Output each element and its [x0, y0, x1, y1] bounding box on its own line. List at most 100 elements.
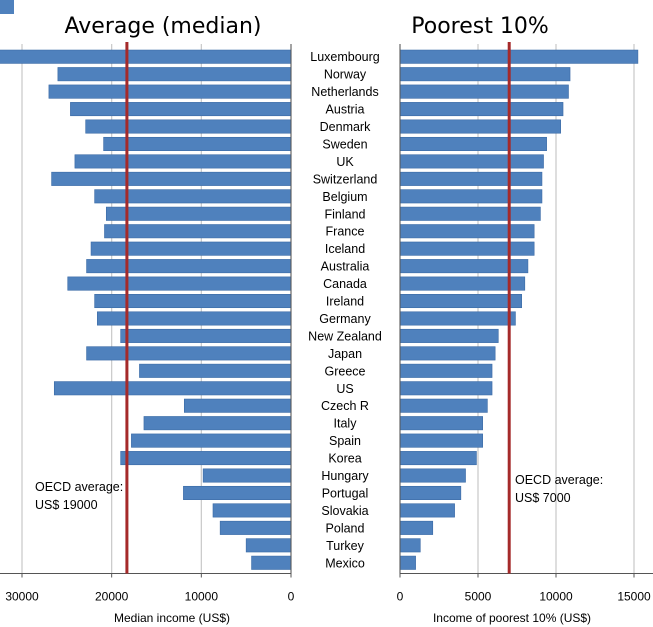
- left-bar-luxembourg: [0, 49, 292, 64]
- left-bar-france: [104, 224, 292, 239]
- right-bar-belgium: [399, 189, 543, 204]
- category-label: Luxembourg: [310, 50, 380, 64]
- category-label: Germany: [319, 312, 371, 326]
- right-bar-germany: [399, 311, 516, 326]
- left-average-annotation-line1: OECD average:: [35, 480, 123, 494]
- right-x-tick-label: 0: [397, 590, 404, 604]
- right-bar-korea: [399, 451, 477, 466]
- category-label: US: [336, 382, 353, 396]
- right-bar-czech-r: [399, 398, 488, 413]
- category-label: Belgium: [322, 190, 367, 204]
- left-panel-title: Average (median): [65, 14, 262, 39]
- left-average-annotation-line2: US$ 19000: [35, 498, 98, 512]
- right-bar-italy: [399, 416, 483, 431]
- left-bar-ireland: [94, 294, 292, 309]
- category-label: Italy: [334, 417, 358, 431]
- category-label: Australia: [321, 260, 370, 274]
- right-x-tick-label: 10000: [539, 590, 573, 604]
- category-label: Iceland: [325, 242, 365, 256]
- category-label: Poland: [326, 521, 365, 535]
- right-bar-austria: [399, 102, 564, 117]
- left-bar-sweden: [103, 136, 292, 151]
- right-bar-spain: [399, 433, 483, 448]
- category-label: Netherlands: [311, 85, 378, 99]
- left-bar-uk: [74, 154, 292, 169]
- category-label: UK: [336, 155, 354, 169]
- left-bar-us: [53, 381, 292, 396]
- right-bar-slovakia: [399, 503, 455, 518]
- left-bar-japan: [86, 346, 292, 361]
- left-bar-norway: [57, 67, 292, 82]
- corner-mark: [0, 0, 14, 14]
- right-bar-turkey: [399, 538, 421, 553]
- right-bar-denmark: [399, 119, 561, 134]
- right-axis: 0 5000 10000 15000: [397, 44, 653, 604]
- left-bar-iceland: [90, 241, 292, 256]
- left-bar-spain: [131, 433, 292, 448]
- left-bar-netherlands: [48, 84, 292, 99]
- left-bar-hungary: [202, 468, 292, 483]
- category-label: Sweden: [322, 137, 367, 151]
- category-label: Switzerland: [313, 172, 378, 186]
- category-label: Denmark: [320, 120, 371, 134]
- right-x-axis-title: Income of poorest 10% (US$): [433, 611, 591, 625]
- category-label: Greece: [325, 364, 366, 378]
- category-label: France: [326, 225, 365, 239]
- right-average-annotation-line1: OECD average:: [515, 473, 603, 487]
- left-bar-denmark: [85, 119, 292, 134]
- left-x-tick-label: 0: [288, 590, 295, 604]
- left-bar-poland: [219, 520, 292, 535]
- left-bar-austria: [70, 102, 292, 117]
- right-bar-mexico: [399, 555, 416, 570]
- category-label: Hungary: [321, 469, 369, 483]
- left-bar-italy: [143, 416, 292, 431]
- right-bar-finland: [399, 206, 541, 221]
- right-x-tick-label: 15000: [617, 590, 651, 604]
- right-bar-ireland: [399, 294, 522, 309]
- right-bar-hungary: [399, 468, 466, 483]
- left-x-axis-title: Median income (US$): [114, 611, 230, 625]
- left-bar-korea: [120, 451, 292, 466]
- left-bar-belgium: [94, 189, 292, 204]
- right-bars: [399, 49, 639, 570]
- right-bar-uk: [399, 154, 544, 169]
- category-label: Turkey: [326, 539, 364, 553]
- left-bar-australia: [86, 259, 292, 274]
- left-bar-canada: [67, 276, 292, 291]
- left-x-tick-label: 10000: [185, 590, 219, 604]
- right-bar-greece: [399, 363, 493, 378]
- right-bar-poland: [399, 520, 434, 535]
- left-x-tick-label: 20000: [95, 590, 129, 604]
- category-label: Mexico: [325, 556, 365, 570]
- right-bar-us: [399, 381, 493, 396]
- right-bar-france: [399, 224, 535, 239]
- left-axis: 0 10000 20000 30000: [0, 44, 295, 604]
- left-bar-finland: [105, 206, 292, 221]
- category-label: Spain: [329, 434, 361, 448]
- category-label: Czech R: [321, 399, 369, 413]
- right-bar-canada: [399, 276, 526, 291]
- right-bar-norway: [399, 67, 571, 82]
- left-bar-greece: [139, 363, 292, 378]
- left-x-tick-label: 30000: [5, 590, 39, 604]
- left-bar-slovakia: [212, 503, 292, 518]
- right-bar-japan: [399, 346, 496, 361]
- left-bars: [0, 49, 292, 570]
- right-bar-sweden: [399, 136, 547, 151]
- category-label: Korea: [328, 452, 361, 466]
- left-bar-mexico: [251, 555, 292, 570]
- right-bar-luxembourg: [399, 49, 639, 64]
- left-bar-new-zealand: [120, 328, 292, 343]
- left-bar-switzerland: [51, 171, 292, 186]
- category-label: Portugal: [322, 486, 369, 500]
- right-bar-portugal: [399, 485, 462, 500]
- category-label: Slovakia: [321, 504, 368, 518]
- right-x-tick-label: 5000: [465, 590, 492, 604]
- category-labels: Luxembourg Norway Netherlands Austria Denmar…: [308, 50, 382, 570]
- category-label: Japan: [328, 347, 362, 361]
- right-bar-netherlands: [399, 84, 569, 99]
- left-bar-czech-r: [183, 398, 292, 413]
- category-label: Norway: [324, 68, 367, 82]
- category-label: Finland: [325, 207, 366, 221]
